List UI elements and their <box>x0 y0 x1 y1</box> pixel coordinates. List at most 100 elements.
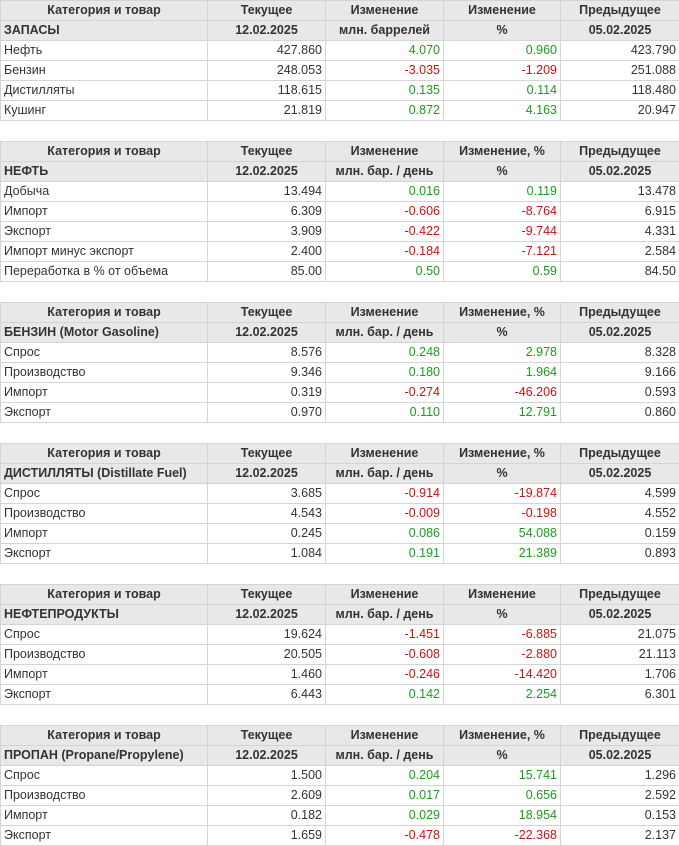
cell-category: Экспорт <box>1 403 208 423</box>
cell-previous: 251.088 <box>561 61 679 81</box>
column-header-change-pct: % <box>444 464 561 484</box>
column-header-change: Изменение <box>326 303 444 323</box>
cell-change: -0.184 <box>326 242 444 262</box>
cell-change: -3.035 <box>326 61 444 81</box>
column-header-current: Текущее <box>208 726 326 746</box>
column-header-current: Текущее <box>208 1 326 21</box>
cell-category: Производство <box>1 504 208 524</box>
cell-current: 1.659 <box>208 826 326 846</box>
cell-category: Спрос <box>1 625 208 645</box>
cell-change: -0.009 <box>326 504 444 524</box>
cell-current: 427.860 <box>208 41 326 61</box>
cell-change-pct: 0.59 <box>444 262 561 282</box>
cell-category: Экспорт <box>1 222 208 242</box>
cell-change: 4.070 <box>326 41 444 61</box>
column-header-change-pct: Изменение <box>444 585 561 605</box>
cell-change: -0.478 <box>326 826 444 846</box>
cell-category: Импорт <box>1 806 208 826</box>
column-header-change: млн. бар. / день <box>326 323 444 343</box>
column-header-previous: 05.02.2025 <box>561 162 679 182</box>
cell-current: 248.053 <box>208 61 326 81</box>
cell-current: 9.346 <box>208 363 326 383</box>
cell-previous: 2.584 <box>561 242 679 262</box>
cell-change: 0.180 <box>326 363 444 383</box>
column-header-previous: Предыдущее <box>561 1 679 21</box>
cell-category: Экспорт <box>1 685 208 705</box>
cell-change: -1.451 <box>326 625 444 645</box>
cell-change: 0.016 <box>326 182 444 202</box>
cell-previous: 118.480 <box>561 81 679 101</box>
cell-category: Экспорт <box>1 544 208 564</box>
cell-current: 118.615 <box>208 81 326 101</box>
cell-category: Спрос <box>1 343 208 363</box>
cell-category: Экспорт <box>1 826 208 846</box>
cell-change: 0.872 <box>326 101 444 121</box>
column-header-previous: Предыдущее <box>561 142 679 162</box>
column-header-category: Категория и товар <box>1 303 208 323</box>
cell-current: 85.00 <box>208 262 326 282</box>
column-header-change-pct: % <box>444 21 561 41</box>
cell-previous: 84.50 <box>561 262 679 282</box>
cell-current: 6.309 <box>208 202 326 222</box>
column-header-change: Изменение <box>326 726 444 746</box>
cell-current: 1.460 <box>208 665 326 685</box>
cell-current: 3.685 <box>208 484 326 504</box>
cell-current: 13.494 <box>208 182 326 202</box>
column-header-change-pct: Изменение, % <box>444 303 561 323</box>
cell-category: Кушинг <box>1 101 208 121</box>
cell-category: Импорт <box>1 665 208 685</box>
column-header-change: Изменение <box>326 1 444 21</box>
cell-previous: 9.166 <box>561 363 679 383</box>
cell-change-pct: -7.121 <box>444 242 561 262</box>
cell-previous: 4.552 <box>561 504 679 524</box>
cell-change-pct: 1.964 <box>444 363 561 383</box>
cell-previous: 2.592 <box>561 786 679 806</box>
column-header-change: млн. бар. / день <box>326 162 444 182</box>
cell-previous: 0.893 <box>561 544 679 564</box>
section-title: ПРОПАН (Propane/Propylene) <box>1 746 208 766</box>
cell-current: 20.505 <box>208 645 326 665</box>
cell-change-pct: -0.198 <box>444 504 561 524</box>
section-title: БЕНЗИН (Motor Gasoline) <box>1 323 208 343</box>
column-header-category: Категория и товар <box>1 1 208 21</box>
cell-current: 21.819 <box>208 101 326 121</box>
cell-current: 2.400 <box>208 242 326 262</box>
cell-category: Импорт <box>1 383 208 403</box>
cell-current: 1.084 <box>208 544 326 564</box>
cell-change-pct: -8.764 <box>444 202 561 222</box>
column-header-change: млн. бар. / день <box>326 746 444 766</box>
column-header-category: Категория и товар <box>1 585 208 605</box>
cell-change: 0.017 <box>326 786 444 806</box>
cell-change-pct: -1.209 <box>444 61 561 81</box>
cell-change-pct: 0.119 <box>444 182 561 202</box>
cell-current: 0.970 <box>208 403 326 423</box>
column-header-previous: 05.02.2025 <box>561 21 679 41</box>
cell-previous: 2.137 <box>561 826 679 846</box>
cell-change-pct: 2.254 <box>444 685 561 705</box>
cell-current: 2.609 <box>208 786 326 806</box>
cell-previous: 20.947 <box>561 101 679 121</box>
column-header-change: млн. бар. / день <box>326 464 444 484</box>
column-header-change-pct: % <box>444 605 561 625</box>
cell-change: -0.606 <box>326 202 444 222</box>
cell-change: 0.191 <box>326 544 444 564</box>
cell-change-pct: 2.978 <box>444 343 561 363</box>
column-header-current: Текущее <box>208 585 326 605</box>
cell-category: Импорт <box>1 524 208 544</box>
